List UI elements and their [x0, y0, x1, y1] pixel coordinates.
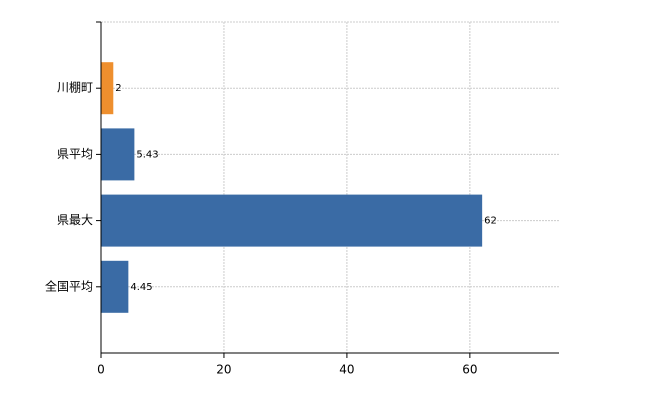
data-label: 62 [484, 216, 497, 227]
y-tick-label: 全国平均 [45, 278, 93, 293]
bar [101, 128, 135, 181]
x-tick-label: 20 [216, 363, 231, 377]
x-tick-label: 60 [462, 363, 477, 377]
data-label: 4.45 [130, 282, 152, 293]
bar [101, 260, 129, 313]
data-label: 5.43 [136, 149, 158, 160]
bar [101, 62, 114, 115]
x-tick-label: 40 [339, 363, 354, 377]
y-tick-label: 県平均 [57, 147, 93, 161]
y-tick-label: 川棚町 [57, 80, 93, 95]
bar [101, 194, 483, 247]
data-label: 2 [115, 83, 121, 94]
y-tick-label: 県最大 [57, 213, 93, 227]
x-tick-label: 0 [97, 363, 105, 377]
